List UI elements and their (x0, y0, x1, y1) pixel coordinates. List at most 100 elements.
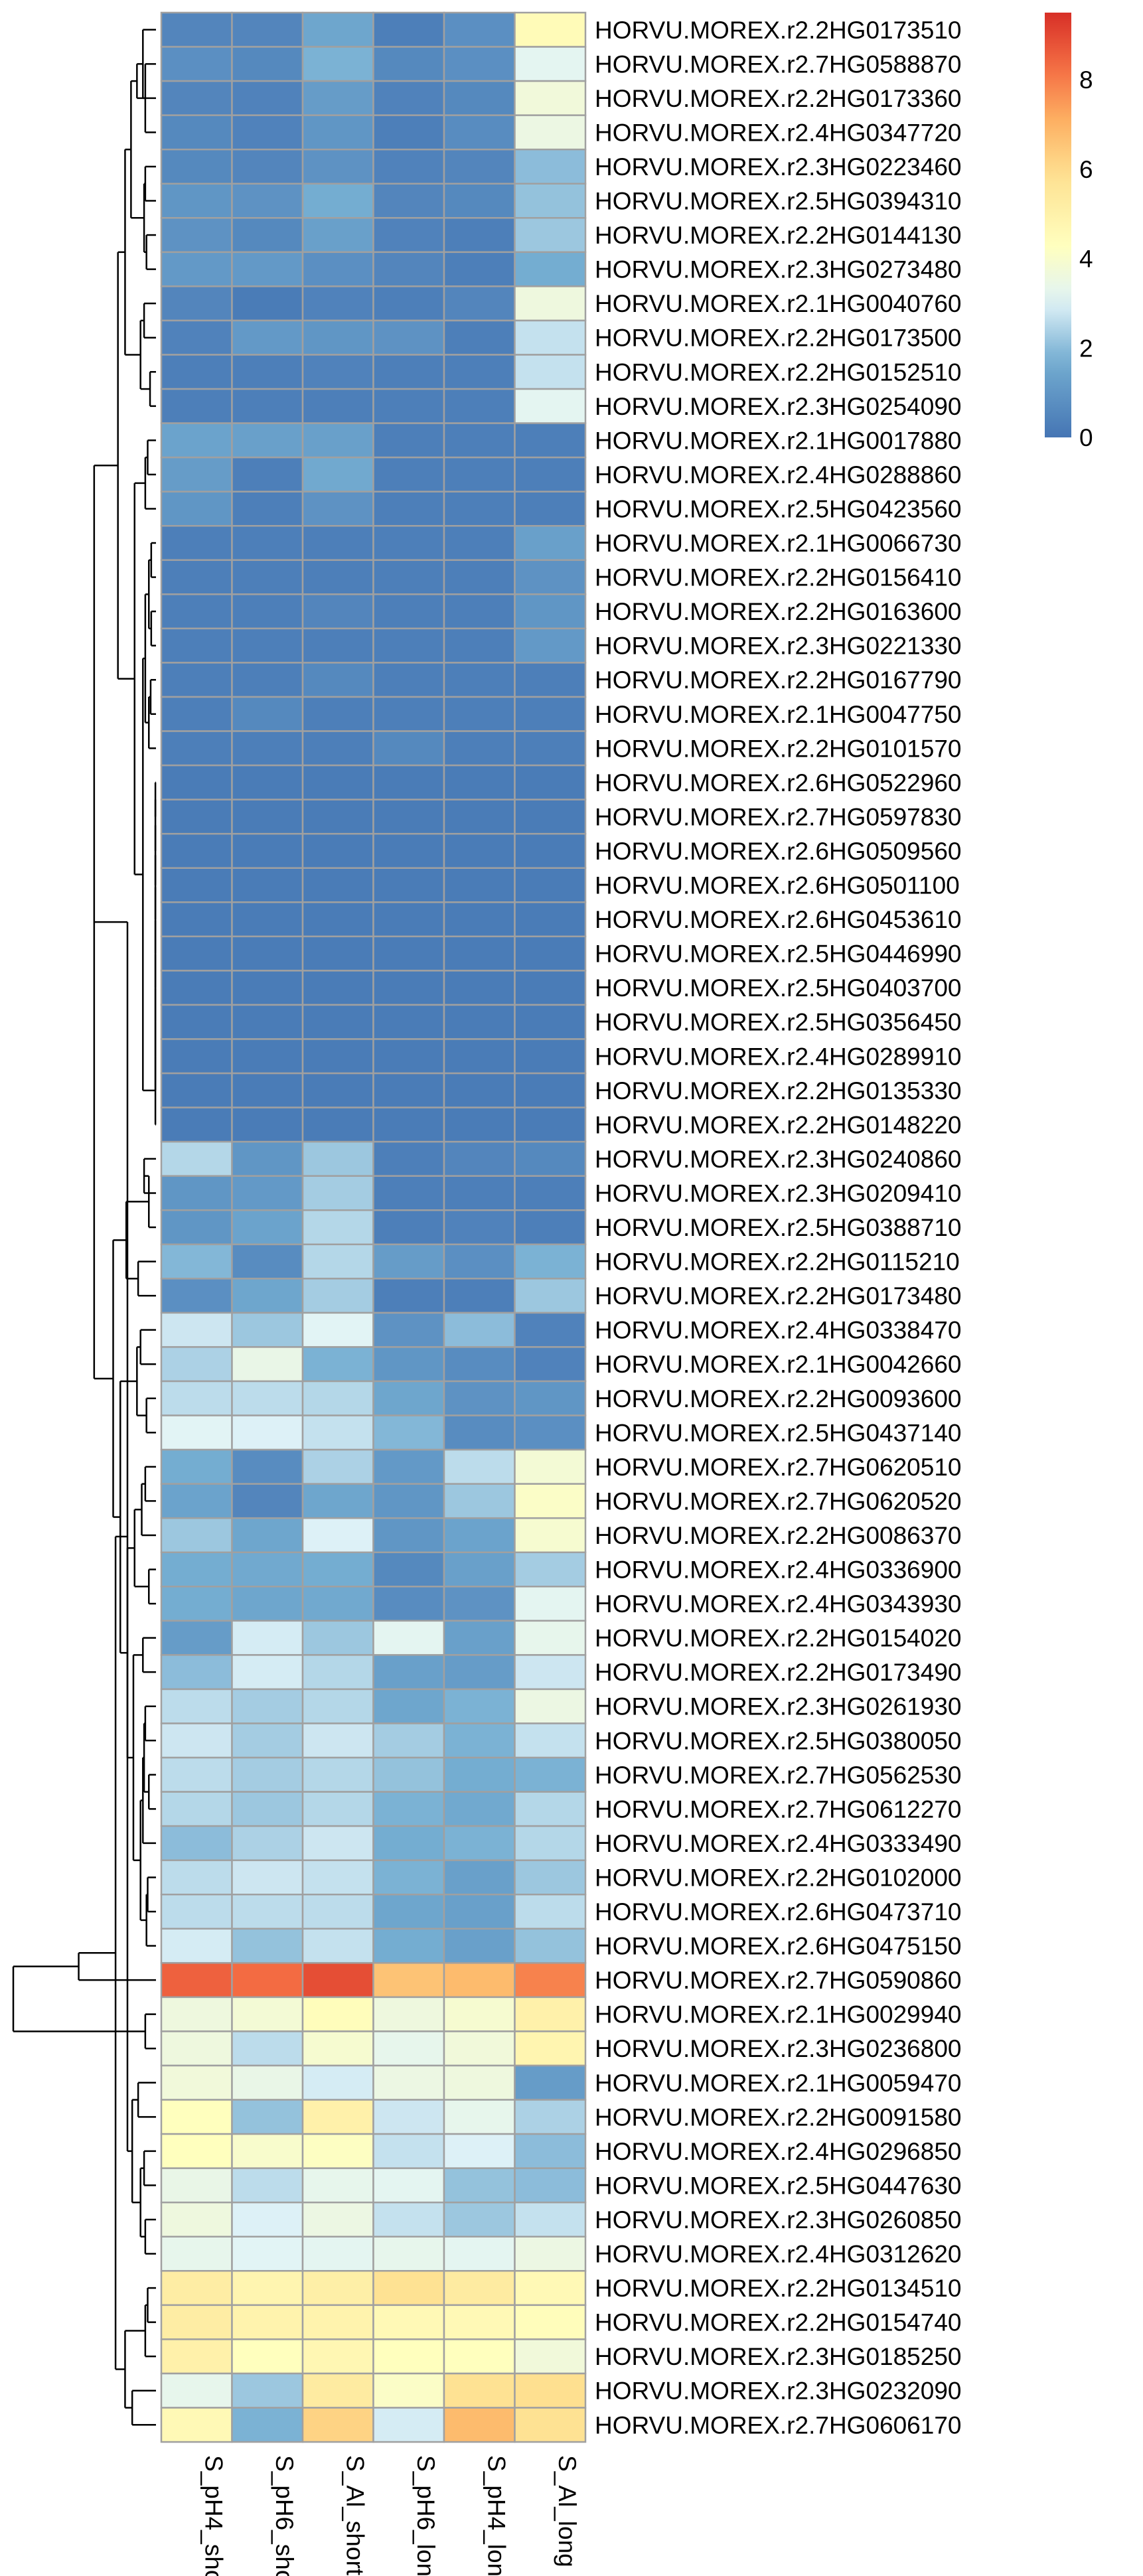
heatmap-cell (372, 456, 445, 492)
heatmap-cell (514, 1517, 587, 1553)
heatmap-cell (160, 662, 233, 698)
heatmap-cell (514, 1380, 587, 1416)
heatmap-cell (160, 1346, 233, 1383)
heatmap-cell (301, 2201, 374, 2237)
heatmap-cell (231, 1962, 304, 1999)
heatmap-cell (301, 559, 374, 595)
heatmap-cell (514, 80, 587, 116)
heatmap-cell (160, 1004, 233, 1040)
heatmap-cell (301, 593, 374, 630)
heatmap-cell (514, 1688, 587, 1724)
heatmap-cell (231, 2167, 304, 2204)
heatmap-cell (372, 1278, 445, 1314)
colorbar-tick-label: 2 (1079, 335, 1093, 362)
row-label: HORVU.MOREX.r2.7HG0612270 (595, 1795, 962, 1823)
heatmap-cell (301, 764, 374, 800)
heatmap-cell (301, 1996, 374, 2032)
heatmap-cell (160, 148, 233, 185)
heatmap-cell (372, 2235, 445, 2272)
row-label: HORVU.MOREX.r2.4HG0336900 (595, 1556, 962, 1584)
row-label: HORVU.MOREX.r2.7HG0620520 (595, 1487, 962, 1515)
row-label: HORVU.MOREX.r2.4HG0347720 (595, 119, 962, 146)
heatmap-cell (160, 1414, 233, 1451)
heatmap-cell (301, 1859, 374, 1896)
heatmap-cell (231, 2030, 304, 2067)
heatmap-cell (443, 593, 516, 630)
heatmap-cell (372, 901, 445, 938)
heatmap-cell (514, 627, 587, 664)
heatmap-cell (372, 11, 445, 48)
heatmap-cell (443, 456, 516, 492)
row-label: HORVU.MOREX.r2.3HG0260850 (595, 2206, 962, 2234)
heatmap-cell (372, 1380, 445, 1416)
row-label: HORVU.MOREX.r2.2HG0091580 (595, 2103, 962, 2131)
heatmap-cell (160, 935, 233, 972)
heatmap-cell (231, 2338, 304, 2375)
heatmap-cell (301, 730, 374, 767)
heatmap-cell (301, 2270, 374, 2307)
row-label: HORVU.MOREX.r2.2HG0144130 (595, 222, 962, 249)
heatmap-cell (301, 1756, 374, 1793)
heatmap-cell (514, 970, 587, 1006)
heatmap-cell (160, 80, 233, 116)
heatmap-cell (160, 1483, 233, 1519)
heatmap-cell (372, 662, 445, 698)
heatmap-cell (301, 1038, 374, 1075)
heatmap-cell (231, 1380, 304, 1416)
heatmap-cell (301, 1175, 374, 1211)
heatmap-cell (514, 559, 587, 595)
heatmap-cell (443, 1175, 516, 1211)
heatmap-cell (372, 422, 445, 459)
heatmap-cell (443, 2201, 516, 2237)
heatmap-cell (372, 491, 445, 527)
heatmap-cell (231, 525, 304, 562)
heatmap-cell (160, 2030, 233, 2067)
heatmap-cell (372, 832, 445, 869)
heatmap-cell (231, 798, 304, 835)
heatmap-cell (443, 11, 516, 48)
row-label: HORVU.MOREX.r2.6HG0522960 (595, 769, 962, 796)
heatmap-cell (301, 1209, 374, 1246)
heatmap-cell (160, 1072, 233, 1108)
heatmap-cell (160, 1620, 233, 1656)
heatmap-cell (231, 1894, 304, 1930)
heatmap-cell (231, 1209, 304, 1246)
heatmap-cell (301, 491, 374, 527)
row-label: HORVU.MOREX.r2.1HG0047750 (595, 701, 962, 728)
heatmap-cell (231, 1517, 304, 1553)
row-label: HORVU.MOREX.r2.1HG0059470 (595, 2070, 962, 2097)
heatmap-cell (301, 354, 374, 390)
heatmap-cell (301, 696, 374, 732)
heatmap-cell (514, 148, 587, 185)
heatmap-cell (160, 525, 233, 562)
heatmap-cell (231, 696, 304, 732)
heatmap-cell (514, 1722, 587, 1759)
heatmap-cell (443, 1380, 516, 1416)
heatmap-cell (514, 1996, 587, 2032)
heatmap-cell (372, 1243, 445, 1280)
heatmap-cell (231, 901, 304, 938)
heatmap-cell (372, 1483, 445, 1519)
heatmap-cell (301, 901, 374, 938)
column-label: S_pH6_long (412, 2455, 439, 2576)
heatmap-cell (443, 46, 516, 82)
heatmap-cell (231, 11, 304, 48)
heatmap-cell (231, 2372, 304, 2409)
heatmap-cell (301, 525, 374, 562)
heatmap-cell (160, 1243, 233, 1280)
heatmap-cell (443, 1038, 516, 1075)
heatmap-cell (372, 798, 445, 835)
heatmap-cell (514, 1346, 587, 1383)
heatmap-cell (231, 1859, 304, 1896)
row-label: HORVU.MOREX.r2.2HG0135330 (595, 1077, 962, 1104)
heatmap-cell (160, 559, 233, 595)
heatmap-cell (514, 2064, 587, 2101)
heatmap-cell (301, 867, 374, 903)
heatmap-cell (160, 1209, 233, 1246)
heatmap-cell (372, 1859, 445, 1896)
heatmap-cell (514, 593, 587, 630)
heatmap-cell (372, 2167, 445, 2204)
heatmap-cell (372, 80, 445, 116)
heatmap-cell (514, 2133, 587, 2169)
